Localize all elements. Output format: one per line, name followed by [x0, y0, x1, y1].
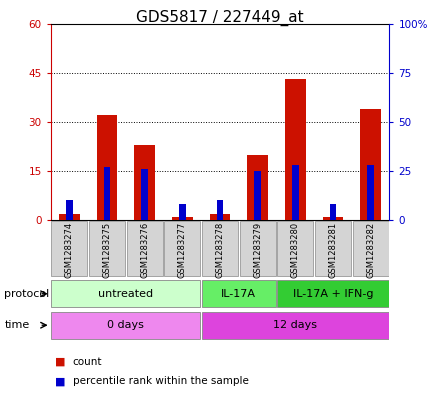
FancyBboxPatch shape: [51, 312, 201, 339]
Bar: [216, 200, 224, 220]
Bar: [254, 171, 261, 220]
Bar: [247, 154, 268, 220]
FancyBboxPatch shape: [277, 280, 389, 307]
Text: GSM1283279: GSM1283279: [253, 222, 262, 278]
Text: percentile rank within the sample: percentile rank within the sample: [73, 376, 249, 386]
FancyBboxPatch shape: [127, 220, 163, 277]
Text: GSM1283280: GSM1283280: [291, 222, 300, 278]
Text: time: time: [4, 320, 29, 330]
Bar: [323, 217, 343, 220]
Text: untreated: untreated: [98, 289, 154, 299]
Bar: [141, 169, 148, 220]
Text: IL-17A: IL-17A: [221, 289, 257, 299]
FancyBboxPatch shape: [89, 220, 125, 277]
Bar: [360, 109, 381, 220]
Text: protocol: protocol: [4, 289, 50, 299]
Bar: [97, 115, 117, 220]
FancyBboxPatch shape: [202, 220, 238, 277]
Bar: [330, 204, 336, 220]
FancyBboxPatch shape: [315, 220, 351, 277]
FancyBboxPatch shape: [352, 220, 389, 277]
Text: 12 days: 12 days: [273, 320, 317, 330]
FancyBboxPatch shape: [202, 312, 389, 339]
FancyBboxPatch shape: [51, 280, 201, 307]
Text: IL-17A + IFN-g: IL-17A + IFN-g: [293, 289, 373, 299]
Text: ■: ■: [55, 356, 66, 367]
Bar: [292, 165, 299, 220]
Text: 0 days: 0 days: [107, 320, 144, 330]
Bar: [134, 145, 155, 220]
Text: count: count: [73, 356, 102, 367]
Bar: [179, 204, 186, 220]
FancyBboxPatch shape: [51, 220, 88, 277]
Text: GSM1283274: GSM1283274: [65, 222, 74, 278]
Text: GSM1283281: GSM1283281: [328, 222, 337, 278]
Text: GSM1283276: GSM1283276: [140, 222, 149, 278]
FancyBboxPatch shape: [164, 220, 201, 277]
Text: GSM1283282: GSM1283282: [366, 222, 375, 278]
Text: GSM1283275: GSM1283275: [103, 222, 112, 278]
FancyBboxPatch shape: [202, 280, 276, 307]
Bar: [59, 213, 80, 220]
Text: GDS5817 / 227449_at: GDS5817 / 227449_at: [136, 10, 304, 26]
Bar: [104, 167, 110, 220]
Bar: [367, 165, 374, 220]
Bar: [66, 200, 73, 220]
FancyBboxPatch shape: [239, 220, 276, 277]
Bar: [209, 213, 231, 220]
Text: GSM1283278: GSM1283278: [216, 222, 224, 278]
FancyBboxPatch shape: [277, 220, 313, 277]
Text: ■: ■: [55, 376, 66, 386]
Text: GSM1283277: GSM1283277: [178, 222, 187, 278]
Bar: [172, 217, 193, 220]
Bar: [285, 79, 306, 220]
